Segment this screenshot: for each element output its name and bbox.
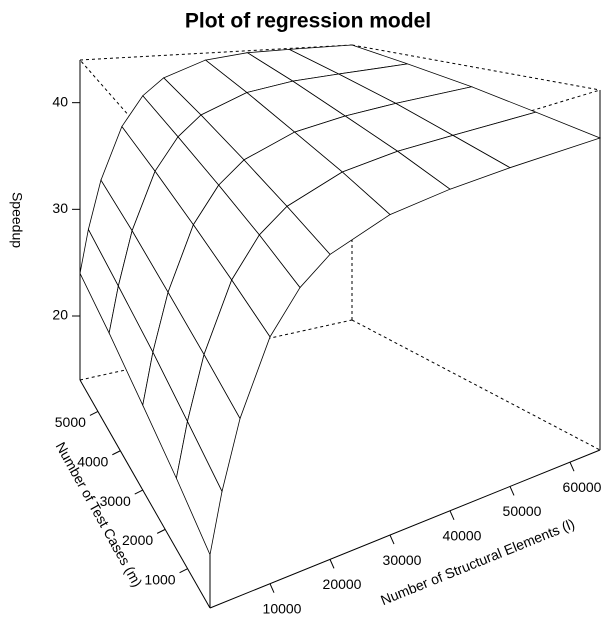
y-tick-label: 5000 xyxy=(55,414,86,430)
y-tick-label: 1000 xyxy=(144,571,175,587)
z-axis-label: Speedup xyxy=(9,192,25,248)
y-tick-label: 2000 xyxy=(122,532,153,548)
x-tick xyxy=(449,510,455,520)
y-tick xyxy=(179,568,188,574)
x-tick xyxy=(269,583,275,593)
z-tick-label: 40 xyxy=(52,93,68,109)
y-tick-label: 3000 xyxy=(100,493,131,509)
x-tick xyxy=(329,559,335,569)
box-edge xyxy=(351,44,601,91)
y-tick-label: 4000 xyxy=(77,453,108,469)
x-tick-label: 20000 xyxy=(323,576,362,592)
chart-title: Plot of regression model xyxy=(185,10,431,33)
x-tick xyxy=(509,486,515,496)
y-tick xyxy=(156,528,166,534)
surface-facet xyxy=(175,420,223,557)
z-tick-label: 20 xyxy=(52,307,68,323)
x-tick xyxy=(569,461,575,472)
y-tick xyxy=(134,489,143,495)
x-tick xyxy=(389,534,395,545)
x-tick-label: 50000 xyxy=(503,503,542,519)
x-tick-label: 60000 xyxy=(563,479,602,495)
x-tick-label: 40000 xyxy=(443,527,482,543)
y-tick xyxy=(112,450,121,456)
box-edge xyxy=(351,319,601,451)
z-tick-label: 30 xyxy=(52,200,68,216)
y-tick xyxy=(89,411,99,416)
box-edge xyxy=(209,449,601,609)
x-tick-label: 30000 xyxy=(383,552,422,568)
x-tick-label: 10000 xyxy=(263,600,302,616)
box-edge xyxy=(79,379,211,609)
